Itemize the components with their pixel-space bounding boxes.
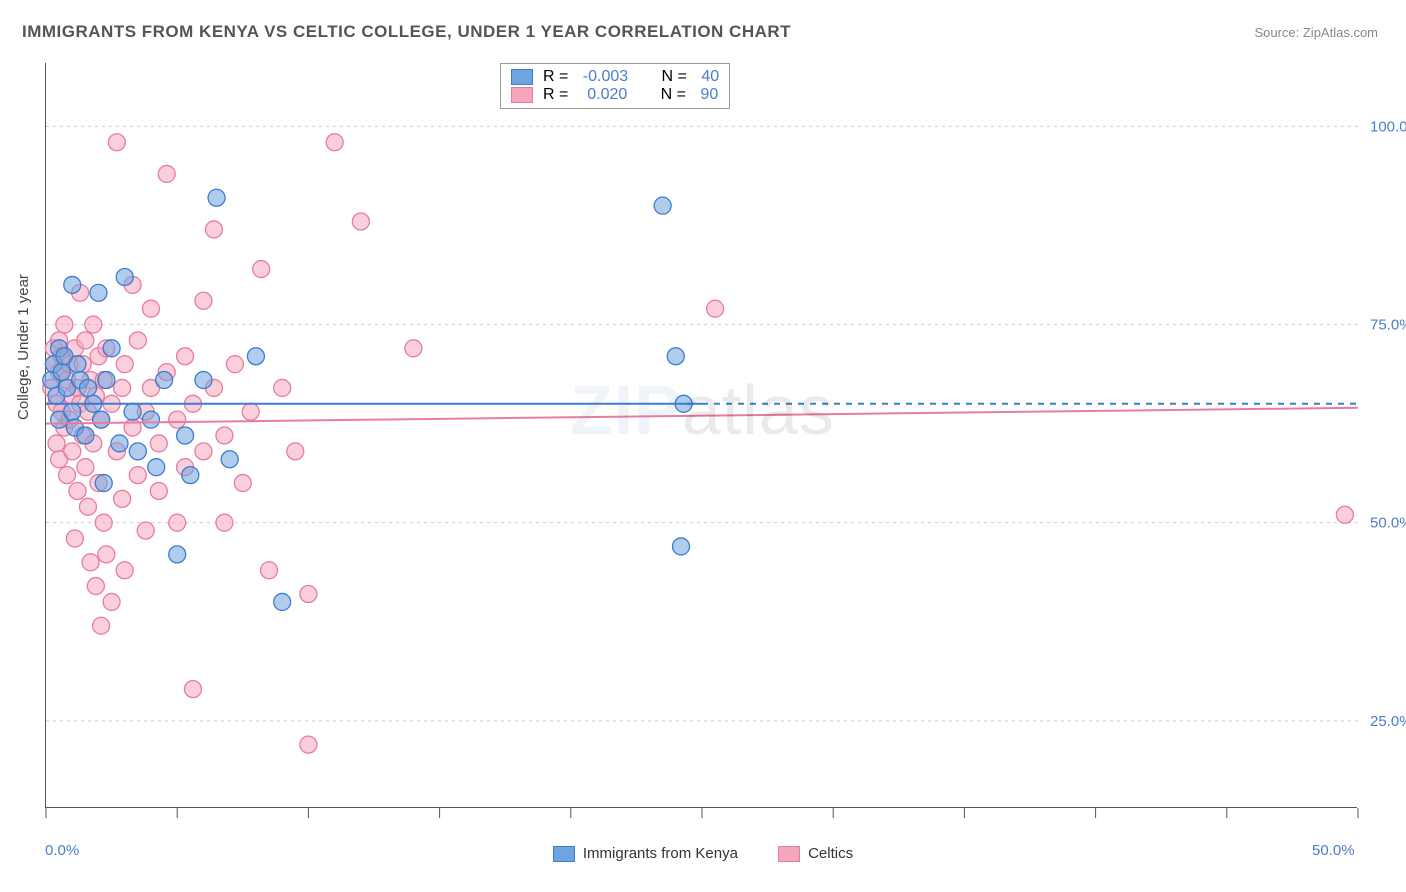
x-axis-label-left: 0.0% (45, 842, 79, 859)
legend-item-celtics: Celtics (778, 845, 853, 862)
r-value-celtics: 0.020 (583, 86, 627, 104)
watermark-atlas: atlas (682, 371, 835, 449)
watermark-zip: ZIP (570, 371, 682, 449)
svg-text:75.0%: 75.0% (1370, 317, 1406, 334)
legend-row-celtics: R = 0.020 N = 90 (511, 86, 719, 104)
watermark: ZIPatlas (570, 370, 835, 450)
r-value-kenya: -0.003 (583, 68, 628, 86)
source-label: Source: ZipAtlas.com (1254, 25, 1378, 40)
r-label: R = (543, 86, 573, 104)
legend-item-kenya: Immigrants from Kenya (553, 845, 738, 862)
n-label: N = (661, 86, 691, 104)
swatch-kenya-icon (553, 846, 575, 862)
n-label: N = (662, 68, 692, 86)
swatch-kenya (511, 69, 533, 85)
svg-text:25.0%: 25.0% (1370, 713, 1406, 730)
chart-container: IMMIGRANTS FROM KENYA VS CELTIC COLLEGE,… (0, 0, 1406, 892)
svg-text:50.0%: 50.0% (1370, 515, 1406, 532)
swatch-celtics (511, 87, 533, 103)
legend-correlation: R = -0.003 N = 40 R = 0.020 N = 90 (500, 63, 730, 109)
legend-label-kenya: Immigrants from Kenya (583, 845, 738, 862)
svg-text:100.0%: 100.0% (1370, 118, 1406, 135)
x-axis-label-right: 50.0% (1312, 842, 1355, 859)
legend-label-celtics: Celtics (808, 845, 853, 862)
swatch-celtics-icon (778, 846, 800, 862)
n-value-celtics: 90 (700, 86, 718, 104)
n-value-kenya: 40 (701, 68, 719, 86)
legend-row-kenya: R = -0.003 N = 40 (511, 68, 719, 86)
chart-title: IMMIGRANTS FROM KENYA VS CELTIC COLLEGE,… (22, 22, 791, 42)
legend-series: Immigrants from Kenya Celtics (0, 845, 1406, 866)
r-label: R = (543, 68, 573, 86)
y-axis-title: College, Under 1 year (15, 274, 32, 420)
